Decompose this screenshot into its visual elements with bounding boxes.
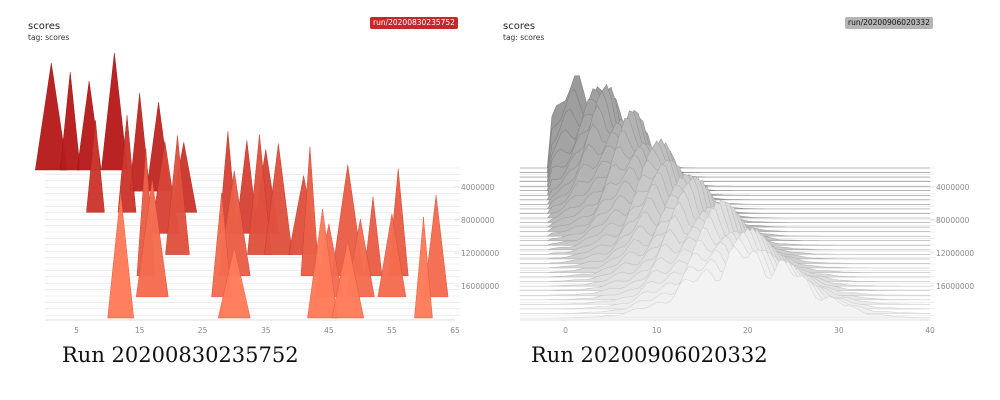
x-tick-label: 25 [198,326,208,335]
histogram-peak [35,62,68,171]
x-tick-label: 45 [324,326,334,335]
histogram-peak [86,120,105,213]
x-tick-label: 55 [387,326,397,335]
x-tick-label: 40 [925,326,935,335]
histogram-panel-left: scores tag: scores run/20200830235752 5 1… [20,0,500,400]
histogram-chart-left: 5 15 25 35 45 55 65 4000000 8000000 12000000 16000… [35,52,499,335]
panel-tag: tag: scores [28,33,70,42]
x-tick-label: 30 [834,326,844,335]
x-tick-label: 5 [74,326,79,335]
x-tick-label: 15 [135,326,145,335]
y-tick-label: 12000000 [936,249,974,258]
x-tick-label: 35 [261,326,271,335]
panel-title: scores [28,21,61,32]
histogram-peak [165,135,190,255]
histogram-peak [363,196,383,276]
run-caption: Run 20200830235752 [62,343,299,367]
panel-title: scores [503,21,536,32]
y-tick-label: 8000000 [936,216,970,225]
run-badge[interactable]: run/20200906020332 [845,17,933,29]
y-tick-label: 12000000 [461,249,499,258]
x-tick-label: 65 [450,326,460,335]
histogram-peak [217,246,251,319]
histogram-chart-right: 0 10 20 30 40 4000000 8000000 12000000 16000000 [519,75,974,335]
run-badge[interactable]: run/20200830235752 [370,17,458,29]
histogram-peak [414,216,433,319]
y-tick-label: 4000000 [936,183,970,192]
x-tick-label: 0 [563,326,568,335]
histogram-peak [247,134,272,255]
histogram-panel-right: scores tag: scores run/20200906020332 0 1… [495,0,975,400]
histogram-peak [423,194,449,298]
panel-tag: tag: scores [503,33,545,42]
histogram-ridge [520,245,931,319]
x-tick-label: 10 [652,326,662,335]
histogram-peak [117,115,137,213]
histogram-peak [101,52,128,171]
histogram-peak [264,143,293,255]
y-tick-label: 4000000 [461,183,495,192]
y-tick-label: 16000000 [461,282,499,291]
histogram-peak [135,179,169,298]
histogram-peak [377,213,407,298]
y-tick-label: 8000000 [461,216,495,225]
run-caption: Run 20200906020332 [531,343,768,367]
histogram-peak [307,208,338,319]
histogram-peak [59,71,81,171]
histogram-peak [300,146,320,276]
y-tick-label: 16000000 [936,282,974,291]
x-tick-label: 20 [743,326,753,335]
histogram-peak [107,192,134,319]
histogram-peak [211,192,232,298]
histogram-peak [331,240,365,319]
